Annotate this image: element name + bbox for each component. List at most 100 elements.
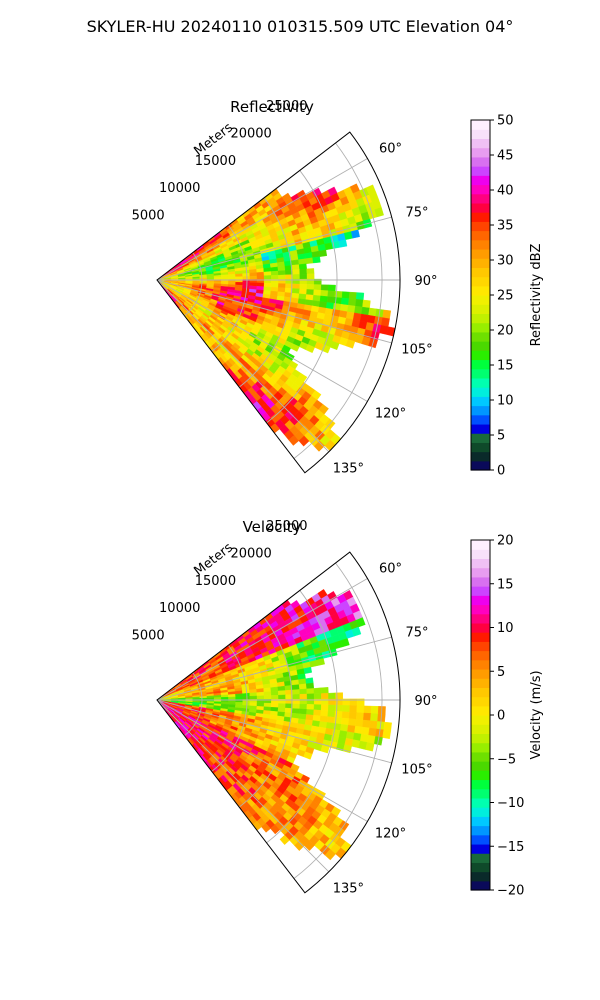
- data-cell: [298, 263, 307, 270]
- colorbar-swatch: [471, 807, 490, 817]
- data-cell: [256, 695, 265, 700]
- data-cell: [327, 290, 336, 298]
- colorbar-swatch: [471, 705, 490, 716]
- colorbar-swatch: [471, 715, 490, 725]
- colorbar-tick-label: 35: [497, 219, 514, 234]
- colorbar-swatch: [471, 239, 490, 250]
- data-cell: [341, 291, 350, 299]
- polar-grid: [156, 562, 400, 879]
- data-cell: [370, 713, 379, 722]
- data-cell: [270, 690, 279, 696]
- colorbar-tick-label: 15: [497, 577, 514, 592]
- data-cell: [292, 703, 301, 710]
- colorbar-swatch: [471, 862, 490, 873]
- data-cell: [242, 692, 251, 697]
- radial-tick-label: 15000: [195, 154, 236, 169]
- data-cell: [363, 705, 372, 714]
- colorbar-swatch: [471, 147, 490, 158]
- data-cell: [354, 305, 363, 315]
- colorbar-swatch: [471, 368, 490, 379]
- data-cell: [313, 709, 322, 717]
- data-cell: [228, 696, 236, 700]
- data-cell: [221, 696, 229, 700]
- data-cell: [348, 718, 357, 727]
- data-cell: [256, 702, 265, 707]
- data-cell: [298, 258, 307, 265]
- data-cell: [305, 677, 314, 685]
- azimuth-spoke: [156, 158, 368, 281]
- radial-tick-label: 20000: [230, 546, 271, 561]
- azimuth-tick-label: 135°: [333, 881, 364, 896]
- radial-tick-label: 20000: [230, 126, 271, 141]
- azimuth-tick-label: 60°: [379, 142, 402, 157]
- data-cell: [348, 291, 357, 300]
- data-cell: [270, 266, 279, 272]
- data-cell: [327, 284, 336, 292]
- range-ring: [266, 170, 338, 424]
- data-cell: [326, 296, 336, 304]
- data-cell: [306, 704, 315, 711]
- data-cell: [277, 690, 286, 696]
- data-cell: [277, 270, 286, 276]
- data-cell: [303, 751, 313, 760]
- azimuth-spoke: [156, 578, 368, 701]
- colorbar-swatch: [471, 622, 490, 633]
- colorbar-swatch: [471, 567, 490, 578]
- azimuth-spoke: [156, 699, 392, 764]
- colorbar-swatch: [471, 341, 490, 351]
- colorbar-swatch: [471, 331, 490, 342]
- data-cell: [263, 695, 272, 700]
- radial-tick-label: 10000: [159, 601, 200, 616]
- data-cell: [321, 692, 329, 700]
- colorbar-tick-label: 10: [497, 621, 514, 636]
- colorbar-swatch: [471, 156, 490, 167]
- colorbar-swatch: [471, 193, 490, 204]
- azimuth-spoke: [156, 216, 392, 281]
- data-cell: [306, 289, 315, 296]
- data-cell: [249, 695, 258, 700]
- data-cell: [313, 704, 322, 711]
- data-cell: [327, 710, 336, 718]
- colorbar-tick-label: 15: [497, 359, 514, 374]
- velocity-title: Velocity: [243, 518, 302, 536]
- data-cell: [340, 638, 350, 648]
- data-cell: [291, 288, 300, 295]
- data-cell: [290, 343, 300, 352]
- data-cell: [327, 704, 336, 712]
- colorbar-label: Reflectivity dBZ: [529, 244, 544, 347]
- data-cell: [365, 742, 375, 752]
- data-cell: [256, 282, 265, 287]
- colorbar-tick-label: 20: [497, 534, 514, 549]
- data-cell: [292, 283, 301, 290]
- colorbar-tick-label: 0: [497, 709, 505, 724]
- colorbar-swatch: [471, 304, 490, 315]
- sector-frame: [156, 551, 401, 894]
- data-cell: [382, 309, 392, 320]
- data-cell: [313, 687, 322, 694]
- data-cell: [220, 694, 229, 698]
- colorbar-tick-label: 20: [497, 324, 514, 339]
- data-cell: [277, 685, 286, 692]
- data-cell: [298, 678, 307, 685]
- azimuth-spoke: [156, 699, 330, 873]
- data-cell: [324, 242, 334, 251]
- data-cell: [312, 256, 321, 264]
- data-cell: [213, 277, 222, 280]
- colorbar-swatch: [471, 540, 490, 550]
- colorbar-swatch: [471, 687, 490, 698]
- colorbar-swatch: [471, 668, 490, 679]
- data-cell: [263, 271, 272, 276]
- data-cell: [298, 683, 307, 690]
- colorbar-swatch: [471, 770, 490, 781]
- range-ring: [211, 644, 248, 772]
- colorbar-swatch: [471, 175, 490, 186]
- colorbar-label: Velocity (m/s): [529, 670, 544, 759]
- data-cell: [330, 340, 340, 351]
- azimuth-spoke: [156, 279, 392, 344]
- colorbar-tick-label: 45: [497, 149, 514, 164]
- colorbar-swatch: [471, 451, 490, 462]
- data-cell: [278, 703, 286, 709]
- data-cell: [278, 283, 286, 289]
- colorbar-tick-label: 10: [497, 394, 514, 409]
- colorbar-swatch: [471, 258, 490, 268]
